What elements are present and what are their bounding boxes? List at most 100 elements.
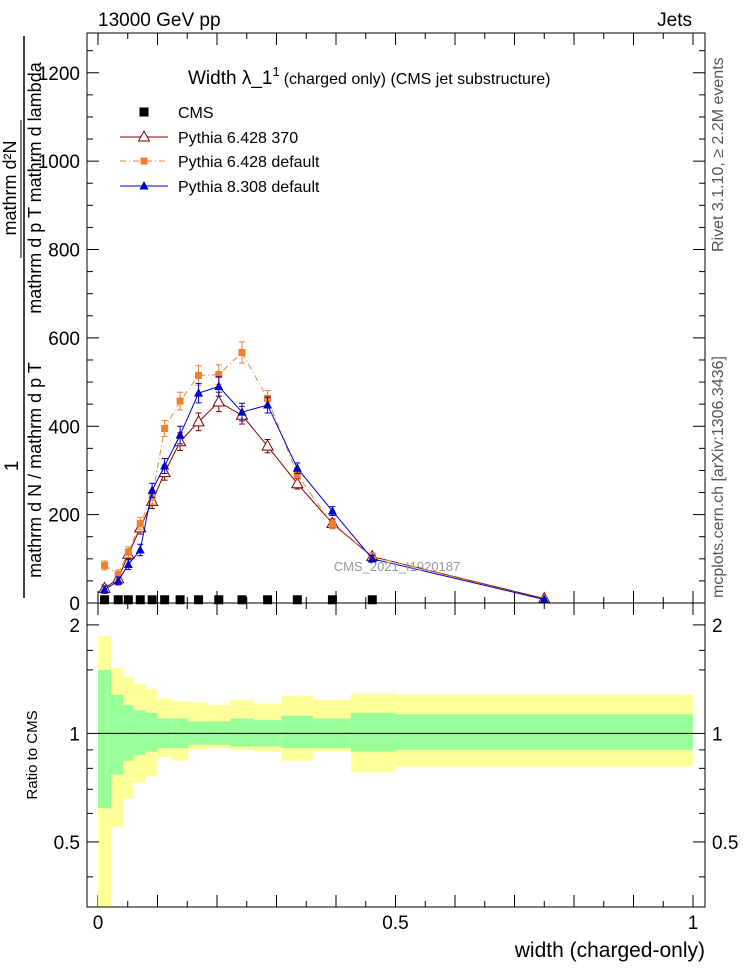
data-point (161, 424, 169, 432)
x-tick-label: 0.5 (382, 913, 408, 934)
cms-data-point (147, 595, 157, 605)
x-tick-label: 1 (688, 913, 699, 934)
uncertainty-band-inner (98, 669, 112, 809)
cms-data-point (175, 595, 185, 605)
data-point (160, 461, 170, 470)
legend-item: CMS (139, 105, 214, 122)
legend-item: Pythia 6.428 370 (120, 129, 298, 147)
data-point (124, 548, 132, 556)
legend-marker (140, 157, 148, 165)
rivet-version-label: Rivet 3.1.10, ≥ 2.2M events (710, 57, 727, 252)
uncertainty-band-inner (350, 712, 396, 752)
series-line (104, 351, 545, 600)
data-point (147, 485, 157, 494)
cms-data-point (160, 595, 170, 605)
data-point (292, 463, 302, 472)
cms-data-point (194, 595, 204, 605)
legend-label: Pythia 8.308 default (178, 179, 320, 196)
y-tick-label: 600 (48, 329, 80, 350)
uncertainty-band-inner (145, 712, 158, 752)
y-axis-label: 1 mathrm d N / mathrm d p T mathrm d²N math… (0, 36, 45, 598)
ratio-y-label: Ratio to CMS (24, 710, 41, 799)
cms-data-point (100, 595, 110, 605)
data-point (195, 371, 203, 379)
data-point (101, 561, 109, 569)
data-point (113, 575, 123, 585)
cms-data-point (123, 595, 133, 605)
x-tick-label: 0 (93, 913, 104, 934)
cms-data-point (292, 595, 302, 605)
cms-data-point (327, 595, 337, 605)
uncertainty-band-inner (281, 715, 314, 749)
ratio-y-tick-label-right: 1 (712, 724, 723, 745)
uncertainty-band-inner (230, 718, 254, 747)
uncertainty-band-inner (111, 694, 124, 775)
uncertainty-band-inner (395, 714, 693, 750)
data-point (327, 506, 337, 515)
data-point (328, 520, 336, 528)
data-point (293, 471, 301, 479)
data-point (192, 414, 205, 427)
legend-marker (139, 181, 149, 190)
series-1 (98, 391, 551, 604)
y-tick-label: 200 (48, 506, 80, 527)
x-axis-label: width (charged-only) (514, 939, 705, 962)
legend-marker (137, 129, 151, 142)
y-label-one: 1 (2, 461, 23, 472)
series-line (104, 401, 545, 600)
data-point (263, 400, 273, 409)
legend-label: CMS (178, 105, 214, 122)
y-tick-label: 400 (48, 417, 80, 438)
data-point (136, 519, 144, 527)
cms-data-point (113, 595, 123, 605)
y-label-num-denom: mathrm d p T mathrm d lambda (25, 61, 45, 313)
data-point (175, 430, 185, 439)
y-tick-label: 800 (48, 241, 80, 262)
ratio-y-tick-label-right: 0.5 (712, 833, 738, 854)
mcplots-url-label: mcplots.cern.ch [arXiv:1306.3436] (710, 356, 727, 598)
y-tick-label: 1200 (38, 64, 80, 85)
data-point (176, 397, 184, 405)
ratio-y-tick-label: 1 (69, 724, 80, 745)
legend-marker (139, 107, 149, 117)
y-label-numerator: mathrm d²N (0, 140, 20, 235)
series-3 (100, 376, 549, 603)
cms-data-point (135, 595, 145, 605)
data-point (215, 371, 223, 379)
analysis-watermark: CMS_2021_I1920187 (334, 559, 461, 574)
cms-data-point (237, 595, 247, 605)
ratio-y-tick-label-right: 2 (712, 616, 723, 637)
data-point (539, 594, 549, 603)
ratio-y-tick-label: 0.5 (54, 833, 80, 854)
energy-label: 13000 GeV pp (98, 10, 221, 31)
data-point (100, 584, 110, 594)
legend-label: Pythia 6.428 370 (178, 130, 298, 147)
legend-label: Pythia 6.428 default (178, 154, 320, 171)
cms-data-point (367, 595, 377, 605)
data-point (290, 476, 304, 489)
data-point (367, 553, 377, 563)
data-point (261, 439, 274, 451)
y-label-denominator: mathrm d N / mathrm d p T (25, 362, 45, 578)
data-point (214, 381, 224, 390)
data-point (135, 544, 145, 554)
data-point (194, 388, 204, 397)
legend-item: Pythia 6.428 default (120, 154, 320, 171)
data-point (237, 407, 247, 416)
series-line (104, 385, 545, 600)
cms-data-point (263, 595, 273, 605)
data-point (238, 348, 246, 356)
uncertainty-band-inner (133, 710, 146, 756)
data-point (212, 394, 226, 407)
series-0 (100, 595, 377, 605)
data-point (123, 559, 133, 569)
jets-label: Jets (657, 10, 692, 31)
y-tick-label: 0 (69, 594, 80, 615)
chart-title: Width λ_11 (charged only) (CMS jet substr… (188, 64, 550, 89)
data-point (114, 570, 122, 578)
ratio-plot-frame-overlay (86, 602, 706, 908)
ratio-y-tick-label: 2 (69, 616, 80, 637)
cms-data-point (214, 595, 224, 605)
legend-item: Pythia 8.308 default (120, 179, 320, 196)
